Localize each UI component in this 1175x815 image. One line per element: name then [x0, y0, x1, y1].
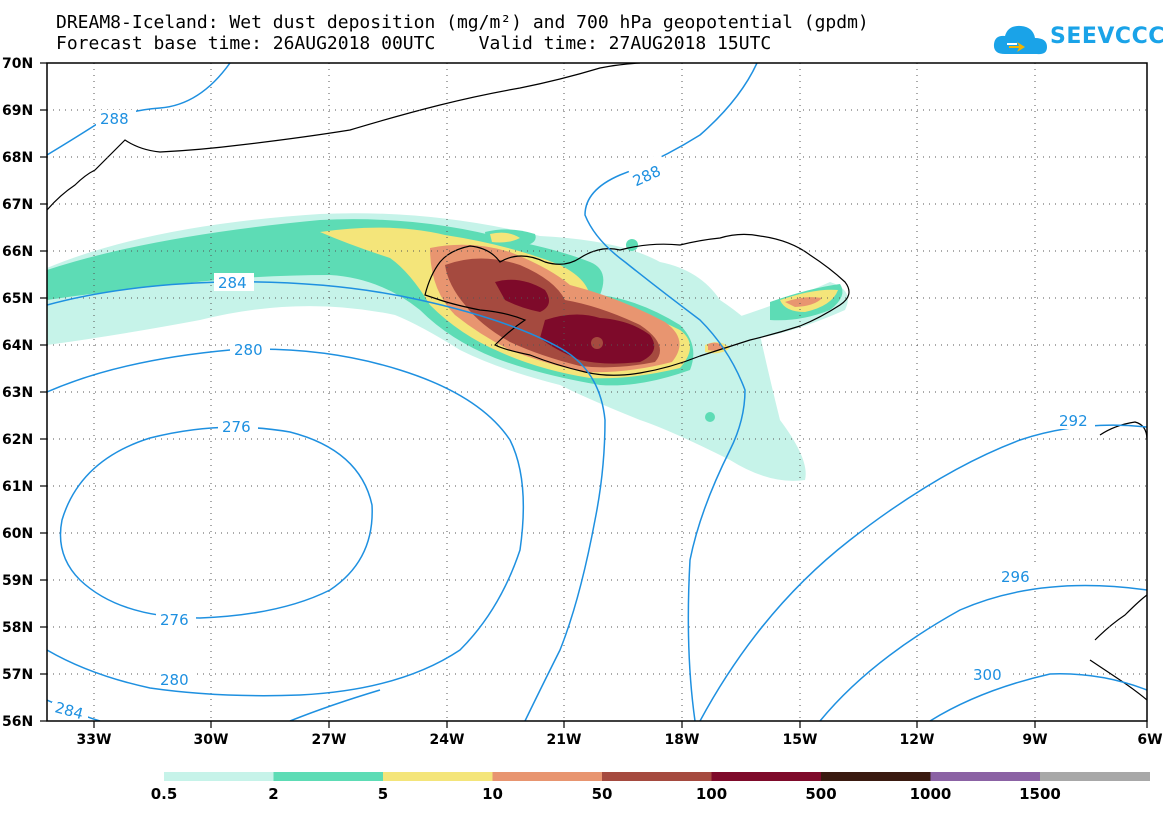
lat-label: 67N — [2, 197, 33, 213]
legend-level-label: 1000 — [910, 785, 952, 803]
lat-label: 57N — [2, 667, 33, 683]
legend-level-label: 2 — [268, 785, 278, 803]
legend-swatch — [164, 772, 274, 781]
lon-label: 15W — [783, 732, 818, 748]
lat-label: 68N — [2, 150, 33, 166]
legend-swatch — [273, 772, 384, 781]
lat-label: 64N — [2, 338, 33, 354]
lon-label: 6W — [1137, 732, 1162, 748]
lon-label: 33W — [77, 732, 112, 748]
legend-swatch — [930, 772, 1041, 781]
lat-label: 59N — [2, 573, 33, 589]
contour-label: 288 — [100, 110, 129, 128]
latitude-labels: 70N 69N 68N 67N 66N 65N 64N 63N 62N 61N … — [2, 56, 33, 730]
contour-label: 276 — [222, 418, 251, 436]
lat-label: 65N — [2, 291, 33, 307]
legend-swatch — [383, 772, 493, 781]
lon-label: 27W — [312, 732, 347, 748]
lat-label: 69N — [2, 103, 33, 119]
legend-level-label: 5 — [378, 785, 388, 803]
contour-label: 300 — [973, 666, 1002, 684]
legend-level-label: 100 — [696, 785, 727, 803]
contour-label: 284 — [218, 274, 247, 292]
contour-label: 292 — [1059, 412, 1088, 430]
legend-level-label: 0.5 — [151, 785, 178, 803]
longitude-labels: 33W 30W 27W 24W 21W 18W 15W 12W 9W 6W — [77, 732, 1163, 748]
contour-label: 280 — [234, 341, 263, 359]
legend-swatch — [821, 772, 931, 781]
contour-label: 296 — [1001, 568, 1030, 586]
axis-ticks — [40, 62, 1148, 728]
legend-swatch — [492, 772, 603, 781]
legend-swatch — [1040, 772, 1150, 781]
coastlines — [47, 63, 1147, 701]
contour-label: 276 — [160, 611, 189, 629]
contour-labels: 288 288 284 280 276 276 280 284 292 296 … — [52, 110, 1095, 723]
contour-label: 280 — [160, 671, 189, 689]
geopotential-contours — [47, 63, 1147, 721]
lon-label: 24W — [430, 732, 465, 748]
lat-label: 63N — [2, 385, 33, 401]
lon-label: 18W — [665, 732, 700, 748]
lon-label: 12W — [900, 732, 935, 748]
lat-label: 61N — [2, 479, 33, 495]
lat-label: 62N — [2, 432, 33, 448]
legend-level-label: 10 — [482, 785, 503, 803]
legend-level-label: 50 — [592, 785, 613, 803]
seevccc-logo: SEEVCCC — [1050, 24, 1165, 49]
cloud-icon — [993, 25, 1047, 55]
lat-label: 70N — [2, 56, 33, 72]
lon-label: 21W — [547, 732, 582, 748]
lat-label: 58N — [2, 620, 33, 636]
lon-label: 30W — [194, 732, 229, 748]
lat-label: 66N — [2, 244, 33, 260]
legend-level-label: 1500 — [1019, 785, 1061, 803]
lon-label: 9W — [1022, 732, 1047, 748]
legend-level-label: 500 — [805, 785, 836, 803]
lat-label: 60N — [2, 526, 33, 542]
legend-labels: 0.5 2 5 10 50 100 500 1000 1500 — [151, 785, 1061, 803]
map-title-line1: DREAM8-Iceland: Wet dust deposition (mg/… — [56, 12, 869, 33]
lat-label: 56N — [2, 714, 33, 730]
legend-colorbar — [164, 772, 1150, 781]
legend-swatch — [711, 772, 822, 781]
legend-swatch — [602, 772, 712, 781]
map-title-line2: Forecast base time: 26AUG2018 00UTC Vali… — [56, 33, 772, 54]
